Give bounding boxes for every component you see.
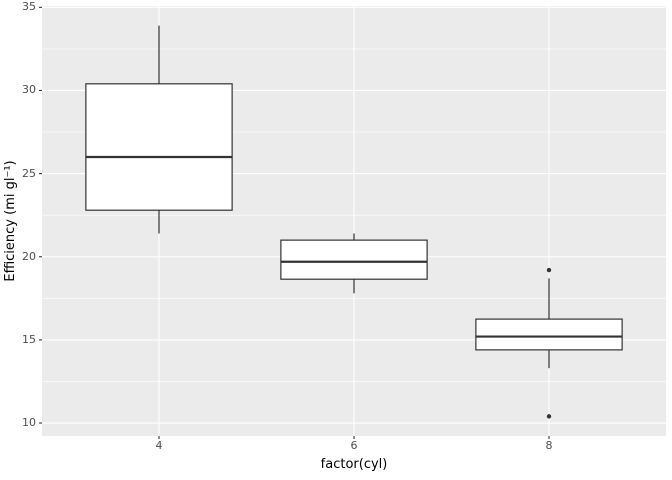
y-tick-label: 20 — [22, 249, 36, 263]
x-axis-title: factor(cyl) — [320, 457, 388, 472]
x-tick-label: 8 — [545, 439, 553, 452]
x-tick-label: 4 — [155, 439, 163, 452]
x-tick-label: 6 — [350, 439, 358, 452]
box — [475, 318, 623, 351]
y-tick-label: 35 — [22, 0, 36, 14]
outlier-point — [546, 267, 552, 273]
y-axis-title: Efficiency (mi gl⁻¹) — [3, 160, 18, 282]
outlier-point — [546, 414, 552, 419]
y-tick-label: 10 — [22, 416, 36, 430]
y-tick-label: 15 — [22, 332, 36, 346]
box — [280, 239, 428, 280]
y-tick-label: 30 — [22, 83, 36, 97]
box — [85, 83, 233, 211]
y-tick-label: 25 — [22, 166, 36, 180]
